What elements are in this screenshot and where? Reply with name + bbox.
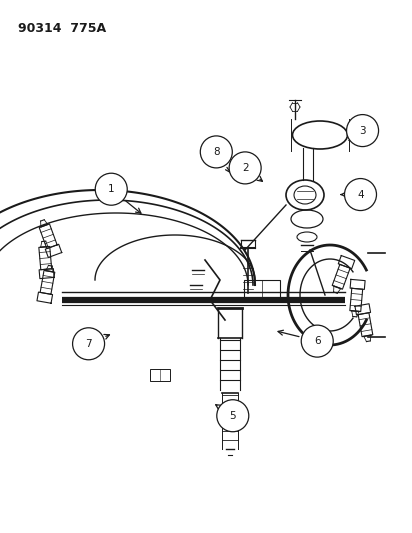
Text: 8: 8 (213, 147, 220, 157)
Text: 1: 1 (108, 184, 115, 194)
Circle shape (217, 400, 249, 432)
Circle shape (301, 325, 333, 357)
Circle shape (344, 179, 377, 211)
Circle shape (346, 115, 379, 147)
Text: 90314  775A: 90314 775A (18, 22, 106, 35)
Circle shape (95, 173, 127, 205)
Circle shape (229, 152, 261, 184)
Text: 2: 2 (242, 163, 248, 173)
Text: 4: 4 (357, 190, 364, 199)
Text: 7: 7 (85, 339, 92, 349)
Bar (150, 369, 170, 381)
Bar (244, 280, 280, 300)
Circle shape (200, 136, 232, 168)
Circle shape (73, 328, 105, 360)
Text: 6: 6 (314, 336, 321, 346)
Text: 5: 5 (229, 411, 236, 421)
Text: 3: 3 (359, 126, 366, 135)
